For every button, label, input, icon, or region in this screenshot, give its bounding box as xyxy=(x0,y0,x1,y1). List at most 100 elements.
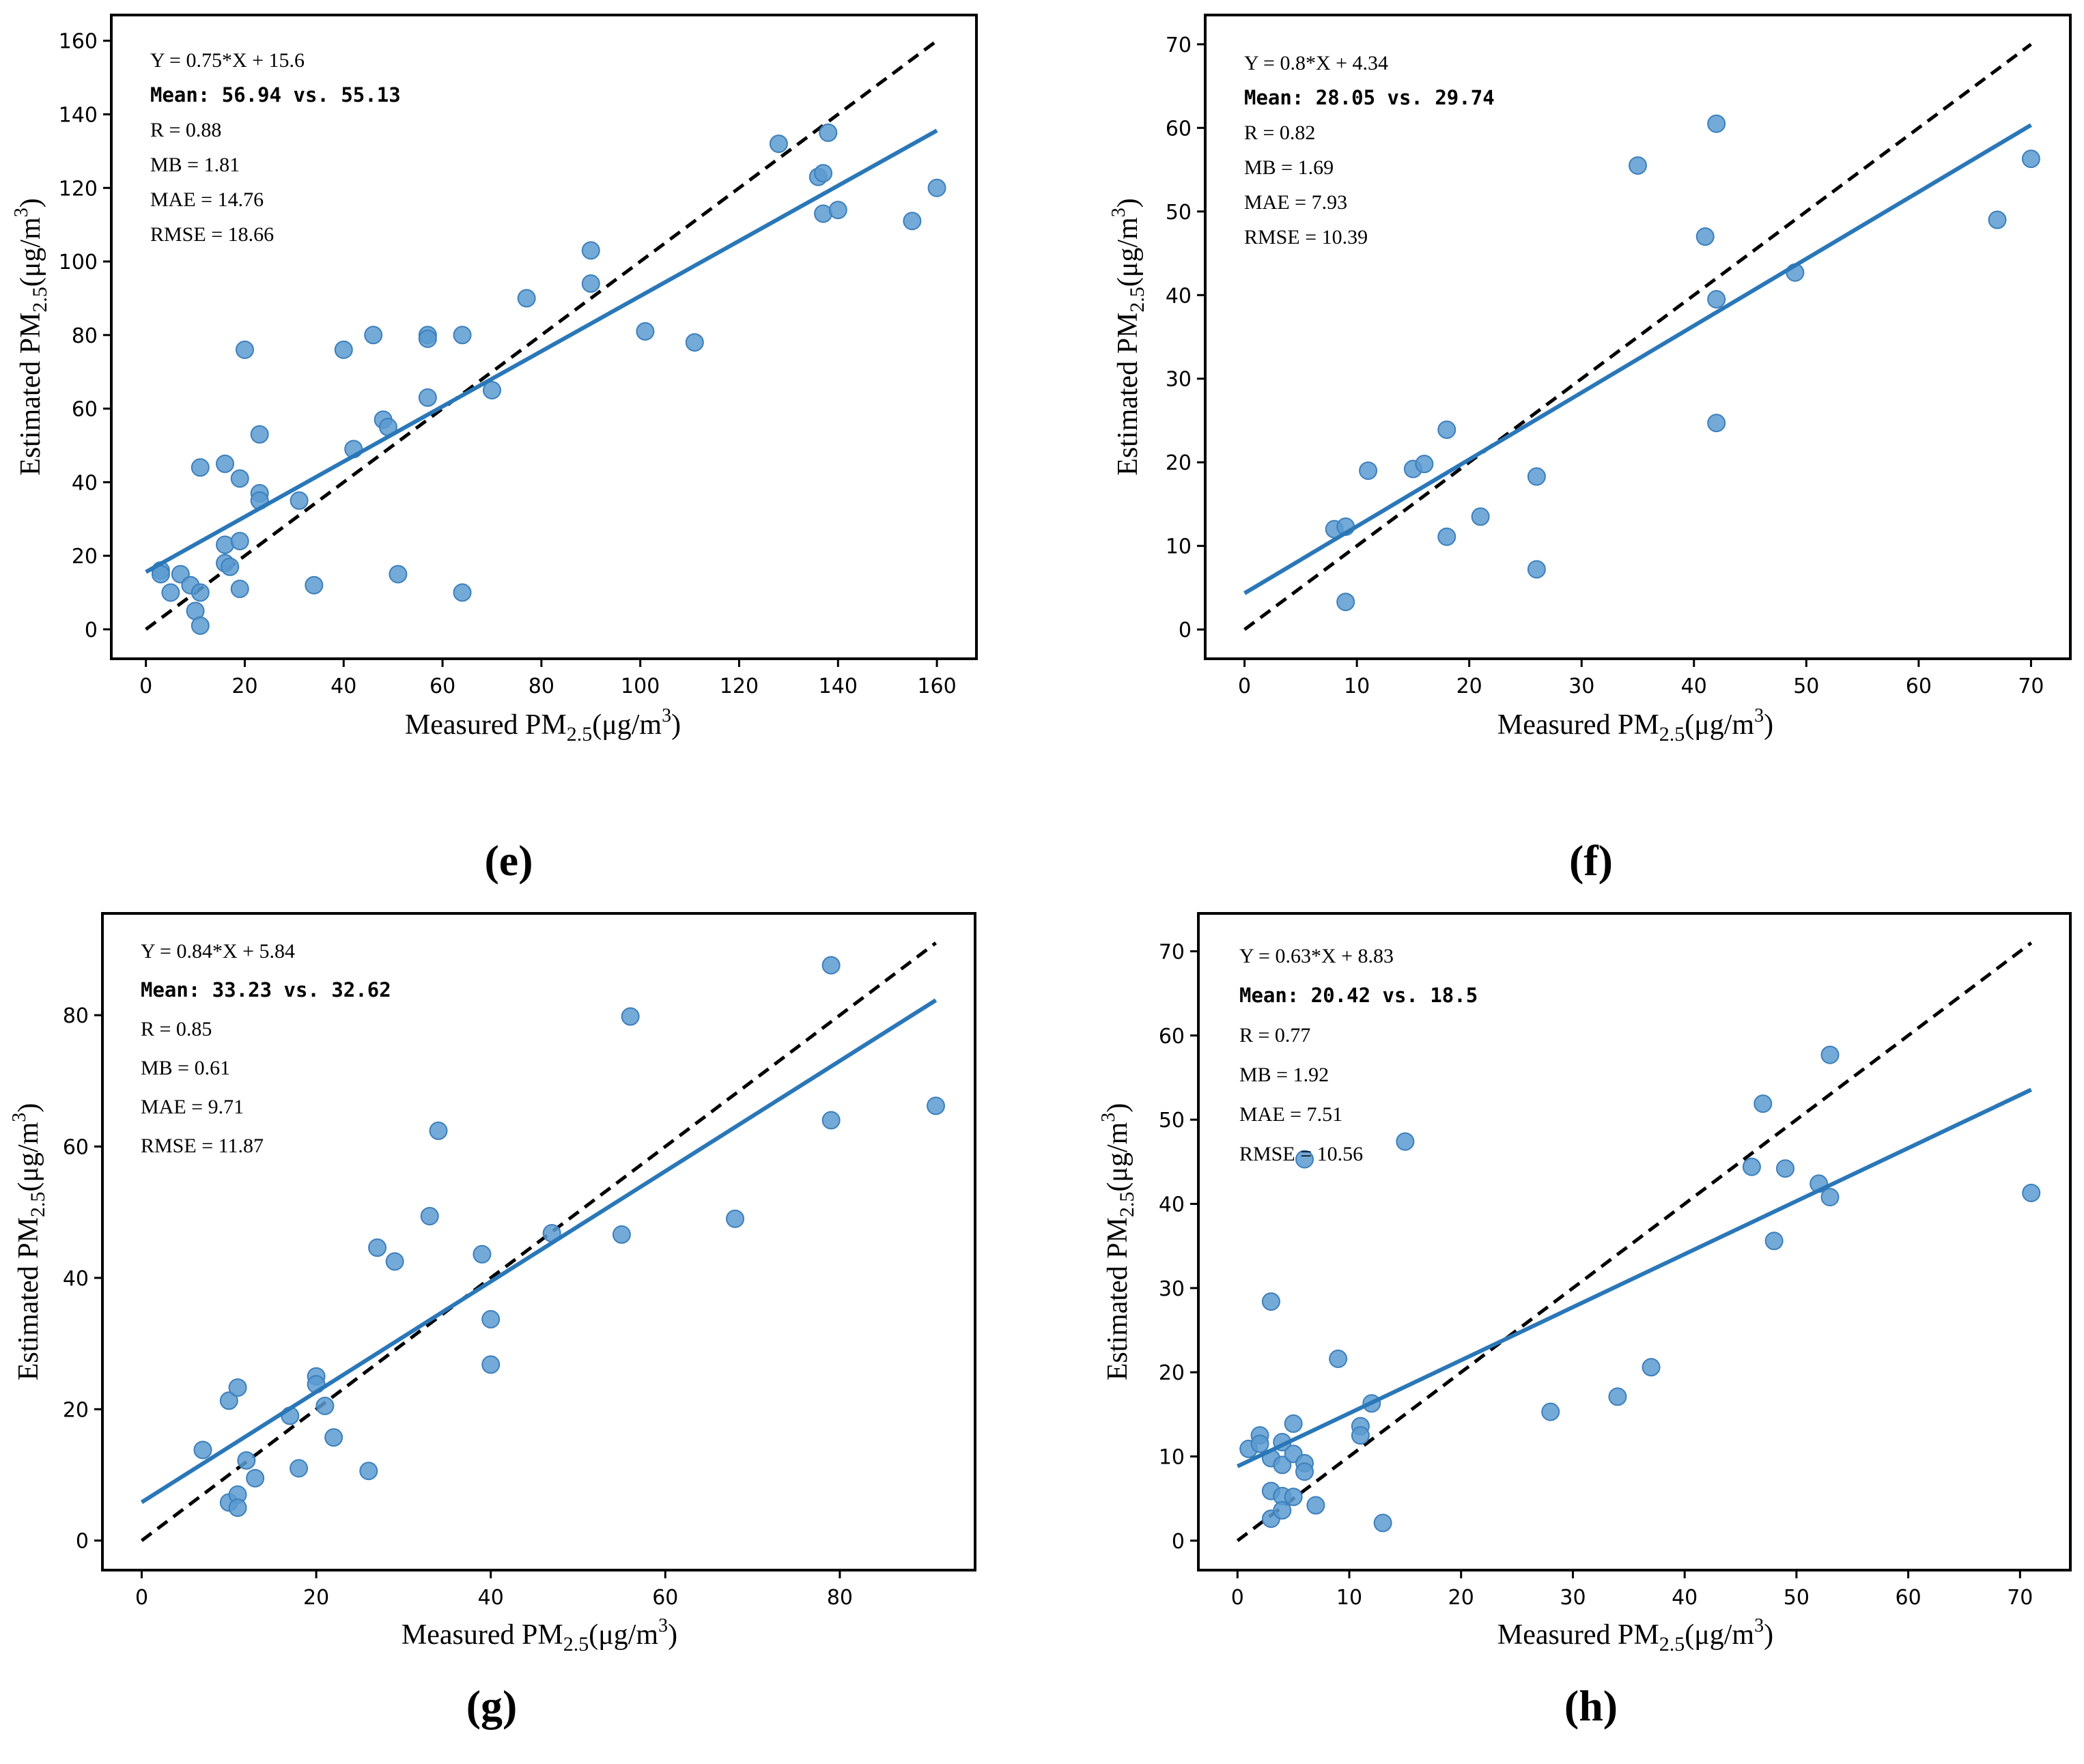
data-point xyxy=(685,333,704,352)
data-point xyxy=(230,469,249,488)
data-point xyxy=(216,454,235,473)
stats-annotation: MAE = 7.93 xyxy=(1244,191,1347,214)
data-point xyxy=(473,1244,492,1264)
y-tick-label: 20 xyxy=(1166,451,1192,475)
stats-annotation: R = 0.85 xyxy=(141,1018,212,1040)
stats-annotation: RMSE = 11.87 xyxy=(141,1135,264,1157)
y-tick-label: 80 xyxy=(72,324,98,348)
data-point xyxy=(420,1206,439,1225)
stats-annotation: R = 0.88 xyxy=(150,119,221,141)
x-tick-label: 60 xyxy=(1896,1586,1921,1610)
regression-line xyxy=(145,128,938,574)
y-tick-label: 40 xyxy=(1159,1193,1185,1217)
regression-line xyxy=(1237,1087,2032,1468)
data-point xyxy=(821,1111,841,1130)
scatter-panel: 0 20 40 60 80 100 120 140 160 0 20 40 60 80 100 120 140 1… xyxy=(59,14,978,698)
stats-annotation: R = 0.82 xyxy=(1244,122,1315,144)
plot-area-frame xyxy=(110,14,978,660)
stats-annotation: Y = 0.8*X + 4.34 xyxy=(1244,52,1388,74)
data-point xyxy=(1541,1402,1560,1421)
y-axis-title: Estimated PM2.5(μg/m3) xyxy=(11,198,51,476)
regression-line xyxy=(140,998,938,1505)
y-tick-label: 20 xyxy=(72,545,98,569)
data-point xyxy=(228,1378,247,1397)
data-point xyxy=(1273,1500,1292,1520)
x-tick-label: 0 xyxy=(135,1586,148,1610)
y-tick-label: 70 xyxy=(1159,941,1185,965)
y-axis-title: Estimated PM2.5(μg/m3) xyxy=(9,1103,49,1381)
data-point xyxy=(1437,420,1456,439)
data-point xyxy=(368,1238,387,1257)
x-tick-label: 20 xyxy=(1456,674,1482,698)
data-point xyxy=(191,616,210,636)
x-tick-label: 120 xyxy=(720,674,759,698)
y-tick-label: 0 xyxy=(1172,1530,1185,1554)
stats-annotation: Y = 0.63*X + 8.83 xyxy=(1239,945,1394,967)
data-point xyxy=(481,1355,501,1374)
x-tick-label: 80 xyxy=(827,1586,853,1610)
data-point xyxy=(581,241,600,260)
y-tick-label: 10 xyxy=(1159,1446,1185,1470)
x-tick-label: 20 xyxy=(1448,1586,1474,1610)
data-point xyxy=(385,1252,404,1271)
data-point xyxy=(1642,1358,1661,1377)
data-point xyxy=(418,388,437,407)
stats-annotation: MAE = 7.51 xyxy=(1239,1103,1342,1126)
data-point xyxy=(305,575,324,595)
data-point xyxy=(334,340,353,359)
y-tick-label: 40 xyxy=(72,471,98,495)
plot-area-frame xyxy=(101,912,976,1571)
x-tick-label: 0 xyxy=(1231,1586,1244,1610)
x-tick-label: 80 xyxy=(529,674,554,698)
data-point xyxy=(1707,289,1726,309)
y-tick-label: 30 xyxy=(1159,1277,1185,1301)
data-point xyxy=(1527,560,1546,579)
x-tick-label: 40 xyxy=(1672,1586,1698,1610)
data-point xyxy=(230,580,249,599)
data-point xyxy=(237,1451,256,1470)
data-point xyxy=(246,1468,265,1488)
x-tick-label: 40 xyxy=(478,1586,504,1610)
x-tick-label: 20 xyxy=(231,674,257,698)
data-point xyxy=(1336,593,1355,612)
stats-annotation: MB = 0.61 xyxy=(141,1057,230,1079)
data-point xyxy=(1295,1150,1314,1169)
data-point xyxy=(2022,1183,2041,1202)
y-tick-label: 0 xyxy=(76,1530,89,1554)
data-point xyxy=(235,340,254,359)
data-point xyxy=(228,1498,247,1518)
panel-label: (g) xyxy=(466,1681,518,1730)
data-point xyxy=(828,201,847,220)
data-point xyxy=(453,326,472,345)
scatter-panel: 0 10 20 30 40 50 60 70 0 10 20 30 40 50 60 70 Y = 0.63*X… xyxy=(1159,912,2072,1610)
data-point xyxy=(726,1209,745,1228)
data-point xyxy=(517,289,536,308)
data-point xyxy=(429,1121,448,1140)
data-point xyxy=(1629,156,1647,175)
data-point xyxy=(821,956,841,975)
one-to-one-line xyxy=(1236,941,2033,1542)
data-point xyxy=(290,491,309,510)
stats-annotation: MAE = 9.71 xyxy=(141,1096,244,1118)
x-tick-label: 40 xyxy=(330,674,356,698)
data-point xyxy=(1820,1045,1840,1064)
data-point xyxy=(1820,1188,1840,1207)
panel-label: (h) xyxy=(1564,1681,1618,1730)
data-point xyxy=(1329,1349,1348,1368)
x-axis-title: Measured PM2.5(μg/m3) xyxy=(1497,705,1773,745)
data-point xyxy=(636,322,655,341)
x-tick-label: 0 xyxy=(1238,674,1251,698)
stats-annotation: R = 0.77 xyxy=(1239,1024,1310,1047)
data-point xyxy=(1373,1513,1392,1533)
x-axis-title: Measured PM2.5(μg/m3) xyxy=(405,705,681,745)
x-tick-label: 10 xyxy=(1336,1586,1362,1610)
data-point xyxy=(221,557,240,576)
data-point xyxy=(1273,1455,1292,1475)
data-point xyxy=(161,583,180,602)
data-point xyxy=(1707,114,1726,133)
data-point xyxy=(250,425,269,444)
x-tick-label: 60 xyxy=(652,1586,678,1610)
stats-annotation: Mean: 20.42 vs. 18.5 xyxy=(1239,984,1478,1007)
stats-annotation: Y = 0.75*X + 15.6 xyxy=(150,49,305,72)
stats-annotation: RMSE = 10.39 xyxy=(1244,226,1368,248)
